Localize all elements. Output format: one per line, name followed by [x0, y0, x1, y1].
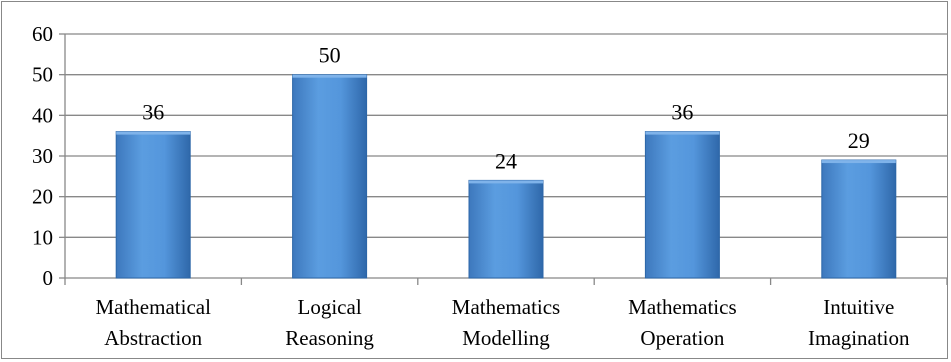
data-label: 29 — [848, 128, 870, 153]
y-tick-label: 60 — [32, 22, 53, 46]
data-label: 50 — [319, 43, 341, 68]
bar — [821, 159, 897, 279]
bar — [468, 179, 544, 279]
bar-top-highlight — [292, 74, 367, 78]
bar-top-highlight — [645, 131, 720, 135]
x-category-label: Mathematics — [452, 295, 560, 319]
x-category-label: Modelling — [462, 326, 550, 350]
y-tick-label: 20 — [32, 185, 53, 209]
y-tick-label: 40 — [32, 103, 53, 127]
x-category-label: Intuitive — [823, 295, 894, 319]
bars — [115, 74, 897, 279]
x-category-label: Logical — [298, 295, 362, 319]
bar — [644, 131, 720, 279]
data-label: 36 — [142, 100, 164, 125]
y-tick-label: 0 — [43, 266, 54, 290]
x-category-label: Abstraction — [104, 326, 202, 350]
x-category-label: Mathematical — [95, 295, 211, 319]
y-tick-label: 30 — [32, 144, 53, 168]
y-tick-label: 10 — [32, 225, 53, 249]
bar — [115, 131, 191, 279]
gridlines — [65, 33, 947, 238]
x-category-label: Operation — [640, 326, 724, 350]
y-tick-label: 50 — [32, 63, 53, 87]
labels: 0 10 20 30 40 50 60 36 Mathematical Abstraction 50… — [32, 22, 910, 350]
x-category-label: Imagination — [808, 326, 910, 350]
x-category-label: Mathematics — [628, 295, 736, 319]
bar-top-highlight — [821, 160, 896, 164]
bar-top-highlight — [469, 180, 543, 184]
x-category-label: Reasoning — [285, 326, 374, 350]
bar — [292, 74, 368, 279]
data-label: 36 — [671, 100, 693, 125]
bar-top-highlight — [116, 131, 191, 135]
data-label: 24 — [495, 148, 517, 173]
